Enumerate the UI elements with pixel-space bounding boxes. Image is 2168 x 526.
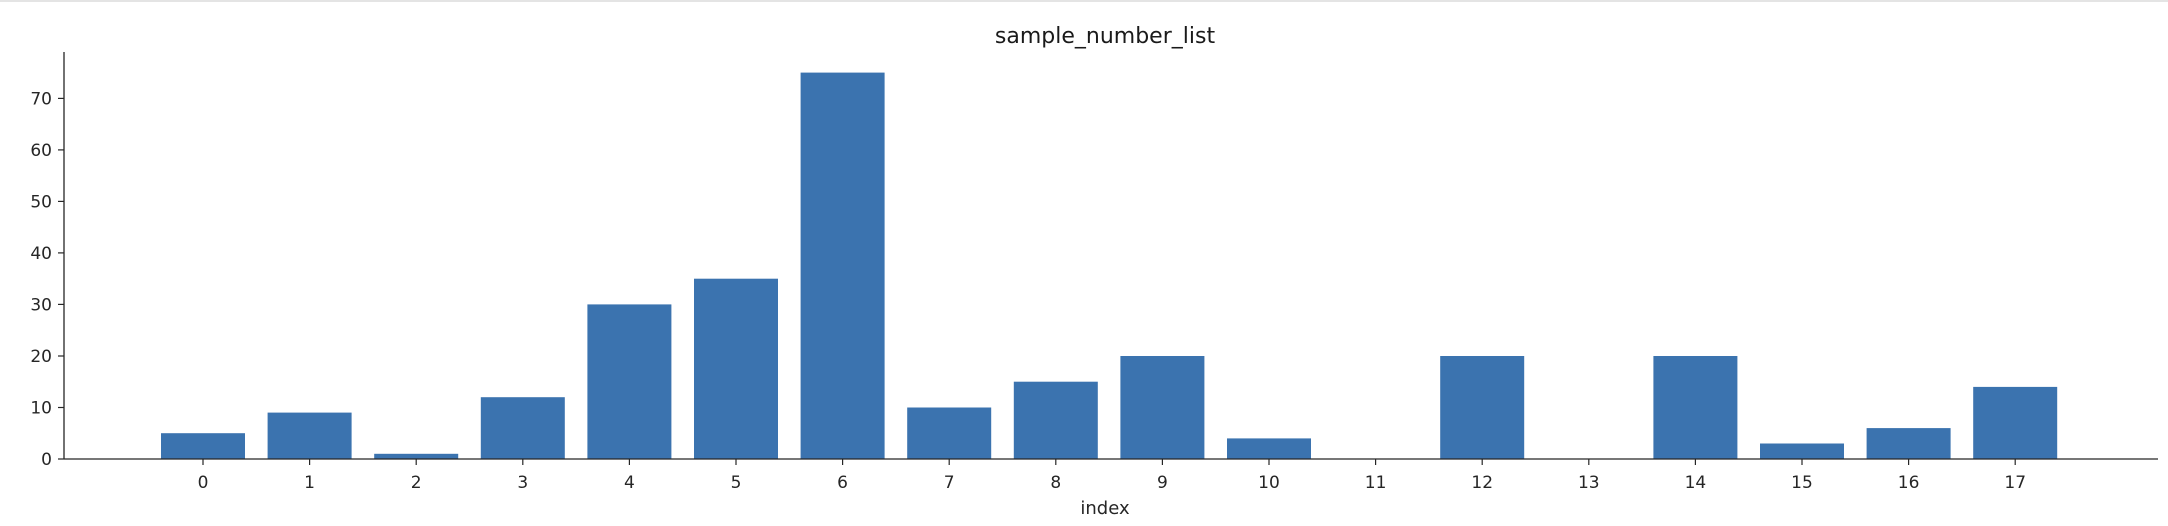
x-tick-label: 12 [1471,473,1493,493]
bar-4 [587,304,672,459]
bar-7 [907,407,992,459]
y-tick-label: 10 [30,399,52,419]
x-tick-label: 11 [1365,473,1387,493]
x-axis-label: index [1080,498,1130,519]
x-tick-label: 1 [304,473,315,493]
bar-14 [1653,356,1738,459]
bar-2 [374,453,459,459]
bars-group [161,72,2058,459]
x-tick-label: 17 [2004,473,2026,493]
x-tick-label: 8 [1050,473,1061,493]
x-tick-label: 6 [837,473,848,493]
bar-17 [1973,386,2058,459]
top-border [0,0,2168,2]
x-tick-label: 2 [411,473,422,493]
axes-group [63,52,2158,460]
x-tick-label: 5 [731,473,742,493]
y-tick-label: 40 [30,244,52,264]
bar-16 [1866,428,1951,459]
bar-8 [1013,381,1098,459]
x-tick-label: 7 [944,473,955,493]
bar-12 [1440,356,1525,459]
x-tick-label: 9 [1157,473,1168,493]
chart-title: sample_number_list [995,24,1216,49]
y-tick-label: 20 [30,347,52,367]
bar-1 [267,412,352,459]
bar-15 [1760,443,1844,459]
y-tick-label: 50 [30,192,52,212]
x-tick-label: 14 [1685,473,1707,493]
bar-5 [694,278,778,459]
bar-3 [480,397,565,459]
x-tick-label: 4 [624,473,635,493]
y-ticks-group: 0 10 20 30 40 50 60 70 [30,89,64,470]
y-tick-label: 0 [41,450,52,470]
x-tick-label: 3 [517,473,528,493]
y-tick-label: 70 [30,89,52,109]
y-tick-label: 60 [30,141,52,161]
bar-10 [1227,438,1311,459]
x-tick-label: 15 [1791,473,1813,493]
x-tick-label: 16 [1898,473,1920,493]
bar-9 [1120,356,1205,459]
x-tick-label: 10 [1258,473,1280,493]
bar-0 [161,433,245,459]
y-tick-label: 30 [30,295,52,315]
x-tick-label: 0 [198,473,209,493]
x-ticks-group: 0 1 2 3 4 5 6 7 8 9 10 11 12 13 14 15 16 17 [198,459,2026,493]
bar-6 [800,72,885,459]
x-tick-label: 13 [1578,473,1600,493]
